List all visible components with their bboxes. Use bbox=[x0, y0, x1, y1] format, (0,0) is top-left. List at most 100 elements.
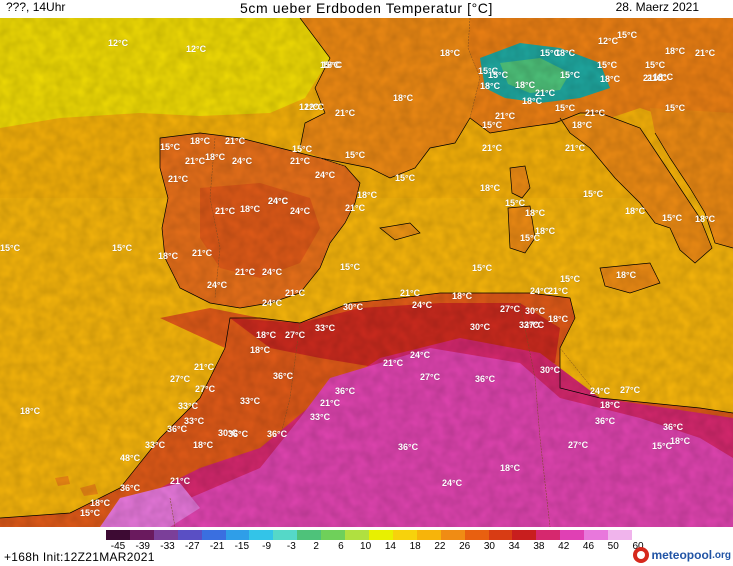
temperature-label: 21°C bbox=[225, 136, 246, 146]
temperature-label: 12°C bbox=[108, 38, 129, 48]
temperature-label: 15°C bbox=[80, 508, 101, 518]
temperature-label: 21°C bbox=[335, 108, 356, 118]
temperature-label: 18°C bbox=[190, 136, 211, 146]
colorbar-tick-label: -9 bbox=[262, 541, 272, 552]
colorbar-tick-label: -3 bbox=[286, 541, 296, 552]
temperature-label: 18°C bbox=[600, 74, 621, 84]
temperature-label: 18°C bbox=[440, 48, 461, 58]
colorbar-segment bbox=[536, 530, 561, 540]
temperature-label: 15°C bbox=[555, 103, 576, 113]
colorbar-segment bbox=[321, 530, 346, 540]
temperature-label: 21°C bbox=[695, 48, 716, 58]
temperature-label: 18°C bbox=[452, 291, 473, 301]
temperature-label: 18°C bbox=[522, 96, 543, 106]
temperature-label: 24°C bbox=[530, 286, 551, 296]
colorbar-tick-label: 42 bbox=[558, 541, 570, 552]
logo-domain: .org bbox=[712, 549, 731, 561]
colorbar-tick-label: -45 bbox=[110, 541, 126, 552]
colorbar-segment bbox=[225, 530, 250, 540]
temperature-label: 33°C bbox=[240, 396, 261, 406]
temperature-label: 18°C bbox=[535, 226, 556, 236]
temperature-label: 18°C bbox=[548, 314, 569, 324]
temperature-label: 12°C bbox=[304, 102, 325, 112]
temperature-label: 18°C bbox=[480, 81, 501, 91]
colorbar-segment bbox=[297, 530, 322, 540]
temperature-label: 21°C bbox=[235, 267, 256, 277]
temperature-label: 18°C bbox=[393, 93, 414, 103]
temperature-label: 36°C bbox=[475, 374, 496, 384]
temperature-label: 21°C bbox=[168, 174, 189, 184]
temperature-label: 21°C bbox=[482, 143, 503, 153]
temperature-label: 15°C bbox=[482, 120, 503, 130]
country-borders bbox=[169, 18, 601, 527]
temperature-label: 21°C bbox=[548, 286, 569, 296]
temperature-label: 18°C bbox=[670, 436, 691, 446]
temperature-label: 15°C bbox=[597, 60, 618, 70]
temperature-label: 15°C bbox=[345, 150, 366, 160]
temperature-label: 36°C bbox=[595, 416, 616, 426]
colorbar-tick-label: 14 bbox=[384, 541, 396, 552]
forecast-date: 28. Maerz 2021 bbox=[615, 0, 699, 14]
temperature-label: 21°C bbox=[290, 156, 311, 166]
temperature-label: 15°C bbox=[472, 263, 493, 273]
temperature-label: 15°C bbox=[340, 262, 361, 272]
colorbar-tick-label: 46 bbox=[582, 541, 595, 552]
header-bar: ???, 14Uhr 5cm ueber Erdboden Temperatur… bbox=[0, 0, 733, 20]
colorbar-tick-label: -21 bbox=[209, 541, 225, 552]
colorbar-segment bbox=[416, 530, 441, 540]
temperature-label: 27°C bbox=[285, 330, 306, 340]
temperature-label: 36°C bbox=[120, 483, 141, 493]
colorbar-tick-label: 50 bbox=[607, 541, 619, 552]
colorbar-tick-label: 30 bbox=[483, 541, 495, 552]
temperature-label: 18°C bbox=[665, 46, 686, 56]
colorbar-segment bbox=[512, 530, 537, 540]
temperature-label: 24°C bbox=[410, 350, 431, 360]
meteopool-logo[interactable]: meteopool .org bbox=[633, 545, 731, 565]
temperature-label: 18°C bbox=[205, 152, 226, 162]
colorbar-segment bbox=[345, 530, 369, 540]
colorbar-tick-label: 2 bbox=[313, 541, 319, 552]
temperature-label: 48°C bbox=[120, 453, 141, 463]
temperature-label: 27°C bbox=[524, 320, 545, 330]
temperature-label: 12°C bbox=[299, 102, 320, 112]
colorbar-segment bbox=[106, 530, 130, 540]
temperature-label: 21°C bbox=[345, 203, 366, 213]
temperature-label: 33°C bbox=[315, 323, 336, 333]
temperature-label: 15°C bbox=[505, 198, 526, 208]
temperature-label: 21°C bbox=[495, 111, 516, 121]
temperature-label: 15°C bbox=[395, 173, 416, 183]
colorbar-segment bbox=[608, 530, 632, 540]
temperature-label: 18°C bbox=[90, 498, 111, 508]
temperature-label: 27°C bbox=[170, 374, 191, 384]
temperature-label: 15°C bbox=[478, 66, 499, 76]
temperature-label: 27°C bbox=[568, 440, 589, 450]
temperature-label: 24°C bbox=[268, 196, 289, 206]
temperature-label: 24°C bbox=[290, 206, 311, 216]
temperature-label: 12°C bbox=[186, 44, 207, 54]
temperature-label: 36°C bbox=[228, 429, 249, 439]
temperature-label: 27°C bbox=[420, 372, 441, 382]
temperature-label: 15°C bbox=[652, 441, 673, 451]
temperature-label: 24°C bbox=[442, 478, 463, 488]
temperature-label: 24°C bbox=[207, 280, 228, 290]
temperature-label: 27°C bbox=[500, 304, 521, 314]
temperature-label: 30°C bbox=[540, 365, 561, 375]
temperature-label: 18°C bbox=[193, 440, 214, 450]
colorbar-tick-label: 18 bbox=[409, 541, 421, 552]
colorbar-segment bbox=[273, 530, 298, 540]
temperature-label: 21°C bbox=[170, 476, 191, 486]
temperature-label: 24°C bbox=[232, 156, 253, 166]
temperature-map: 12°C 12°C 18°C 18°C 12°C 21°C 18°C 15°C 21°C 18°C… bbox=[0, 18, 733, 527]
colorbar-tick-label: 6 bbox=[338, 541, 344, 552]
temperature-label: 33°C bbox=[519, 320, 540, 330]
temperature-label: 21°C bbox=[383, 358, 404, 368]
colorbar-segment bbox=[488, 530, 513, 540]
colorbar-tick-label: 10 bbox=[360, 541, 372, 552]
temperature-label: 18°C bbox=[256, 330, 277, 340]
colorbar-tick-label: -33 bbox=[160, 541, 175, 552]
temperature-label: 15°C bbox=[583, 189, 604, 199]
map-title: 5cm ueber Erdboden Temperatur [°C] bbox=[240, 0, 493, 16]
temperature-label: 21°C bbox=[400, 288, 421, 298]
temperature-label: 18°C bbox=[515, 80, 536, 90]
temperature-label: 15°C bbox=[520, 233, 541, 243]
